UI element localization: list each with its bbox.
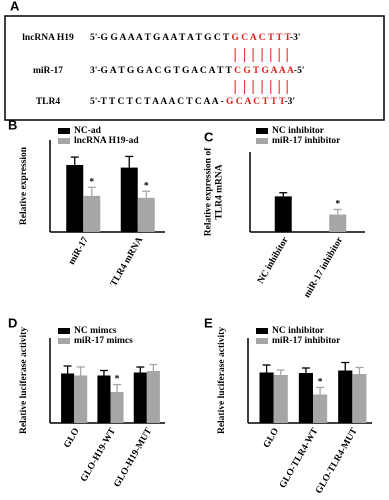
error-bar: [136, 366, 145, 373]
error-bar: [113, 383, 122, 392]
bar: [298, 373, 313, 423]
legend-swatch: [58, 328, 70, 334]
x-tick-label: GLO-H19-WT: [79, 426, 118, 484]
error-bar: [316, 386, 325, 395]
y-axis-label: TLR4 mRNA: [215, 164, 225, 219]
legend-swatch: [58, 128, 70, 134]
bar: [74, 375, 88, 423]
significance: *: [115, 375, 120, 385]
legend-swatch: [256, 328, 268, 334]
bar: [137, 197, 155, 232]
bar: [120, 167, 138, 232]
bar: [273, 375, 288, 423]
bar: [259, 372, 274, 423]
sequence-part: -5': [294, 66, 305, 76]
legend-label: miR-17 inhibitor: [272, 336, 341, 346]
bar: [329, 214, 347, 232]
matched-bases: G C A C T T T: [226, 97, 286, 107]
x-tick-label: miR-17 inhibitor: [302, 235, 345, 300]
sequence-part: 5'-G G A A A T G A A T A T G C T: [90, 33, 231, 43]
legend-swatch: [256, 128, 268, 134]
legend-swatch: [58, 338, 70, 344]
error-bar: [279, 192, 288, 197]
x-tick-label: miR-17: [67, 235, 91, 266]
error-bar: [262, 364, 271, 373]
x-tick-label: GLO-TLR4-MUT: [314, 426, 360, 496]
matched-bases: G C A C T T T: [231, 33, 291, 43]
legend-label: lncRNA H19-ad: [74, 136, 139, 146]
sequence-part: -3': [284, 97, 295, 107]
panel-letter: C: [204, 129, 214, 144]
bar: [352, 374, 367, 423]
sequence: 5'-T T C T C T A A A C T C A A - G C A C…: [90, 97, 295, 107]
error-bar: [70, 156, 79, 165]
sequence-name: TLR4: [36, 97, 61, 107]
bar: [133, 372, 147, 423]
panel-letter: A: [10, 0, 20, 13]
bar: [66, 164, 84, 232]
bar: [83, 195, 101, 232]
error-bar: [276, 369, 285, 375]
error-bar: [341, 361, 350, 371]
sequence-part: 5'-T T C T C T A A A C T C A A -: [90, 97, 226, 107]
legend-swatch: [58, 138, 70, 144]
x-tick-label: TLR4 mRNA: [109, 235, 145, 288]
x-tick-label: GLO-H19-MUT: [112, 426, 154, 489]
error-bar: [333, 208, 342, 215]
legend-label: NC inhibitor: [272, 126, 325, 136]
panel-box: [4, 15, 385, 121]
error-bar: [63, 365, 72, 374]
error-bar: [355, 366, 364, 374]
legend-label: NC-ad: [74, 126, 102, 136]
sequence: 5'-G G A A A T G A A T A T G C T G C A C…: [90, 33, 300, 43]
legend-swatch: [256, 338, 268, 344]
bar: [274, 196, 292, 232]
legend-label: NC inhibitor: [272, 326, 325, 336]
error-bar: [76, 366, 85, 376]
legend-swatch: [256, 138, 268, 144]
error-bar: [142, 190, 151, 198]
y-axis-label: Relative expression of: [204, 147, 214, 236]
x-tick-label: GLO: [62, 427, 81, 450]
y-axis-label: Relative luciferase activity: [217, 327, 227, 434]
error-bar: [87, 186, 96, 196]
sequence-part: -3': [290, 33, 301, 43]
bar: [313, 394, 328, 423]
sequence-name: lncRNA H19: [22, 33, 74, 43]
x-tick-label: NC inhibitor: [256, 235, 291, 286]
bar: [61, 373, 75, 423]
error-bar: [149, 363, 158, 371]
significance: *: [318, 378, 323, 388]
legend-label: miR-17 mimcs: [74, 336, 133, 346]
x-tick-label: GLO-TLR4-WT: [278, 426, 321, 490]
matched-bases: C G T G A A A: [234, 66, 294, 76]
significance: *: [89, 178, 94, 188]
y-axis-label: Relative expression: [19, 146, 29, 225]
legend-label: miR-17 inhibitor: [272, 136, 341, 146]
sequence-name: miR-17: [33, 66, 63, 76]
significance: *: [335, 200, 340, 210]
legend-label: NC mimcs: [74, 326, 117, 336]
bar: [110, 392, 124, 423]
error-bar: [301, 367, 310, 373]
bar: [97, 375, 111, 423]
sequence-part: 3'-G A T G G A C G T G A C A T T: [90, 66, 234, 76]
panel-letter: E: [204, 315, 213, 330]
error-bar: [125, 155, 134, 168]
significance: *: [144, 181, 149, 191]
bar: [338, 370, 353, 423]
panel-letter: D: [8, 315, 17, 330]
bar: [146, 371, 160, 423]
panel-letter: B: [8, 117, 17, 132]
error-bar: [99, 369, 108, 376]
x-tick-label: GLO: [262, 427, 281, 450]
y-axis-label: Relative luciferase activity: [19, 327, 29, 434]
sequence: 3'-G A T G G A C G T G A C A T T C G T G…: [90, 66, 304, 76]
